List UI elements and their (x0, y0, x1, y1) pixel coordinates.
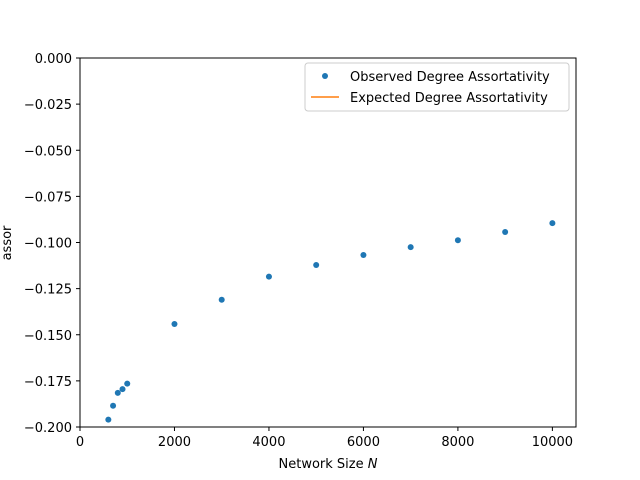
data-point (549, 220, 556, 227)
x-tick-label: 4000 (252, 435, 285, 450)
legend-label-observed: Observed Degree Assortativity (350, 70, 550, 85)
y-tick-label: −0.150 (24, 329, 72, 344)
data-point (360, 252, 367, 259)
data-point (105, 416, 112, 423)
y-tick-label: 0.000 (35, 52, 72, 67)
x-tick-label: 2000 (158, 435, 191, 450)
data-point (454, 237, 461, 244)
data-point (114, 389, 121, 396)
legend: Observed Degree Assortativity Expected D… (304, 62, 570, 112)
x-tick-label: 6000 (347, 435, 380, 450)
y-axis-label: assor (0, 225, 15, 260)
legend-label-expected: Expected Degree Assortativity (350, 91, 548, 106)
x-tick-label: 0 (76, 435, 84, 450)
data-point (265, 273, 272, 280)
y-tick-label: −0.200 (24, 421, 72, 436)
data-point (124, 380, 131, 387)
y-tick-label: −0.075 (24, 190, 72, 205)
x-axis-label-text: Network Size (279, 457, 364, 472)
y-tick-label: −0.050 (24, 144, 72, 159)
x-tick-label: 8000 (441, 435, 474, 450)
y-tick-label: −0.100 (24, 237, 72, 252)
data-point (171, 321, 178, 328)
data-point (502, 228, 509, 235)
data-point (119, 386, 126, 393)
axes: 0 2000 4000 6000 8000 10000 0.000 −0.025 −0.050 −… (24, 52, 577, 450)
data-point (407, 244, 414, 251)
data-point (313, 262, 320, 269)
y-tick-label: −0.025 (24, 98, 72, 113)
plot-area (105, 220, 556, 423)
y-tick-label: −0.125 (24, 283, 72, 298)
legend-marker-observed (322, 73, 328, 79)
data-point (218, 296, 225, 303)
y-tick-label: −0.175 (24, 375, 72, 390)
data-point (110, 402, 117, 409)
x-axis-label-variable: N (368, 457, 378, 472)
x-tick-label: 10000 (532, 435, 573, 450)
x-axis-label: Network Size N (279, 457, 378, 472)
legend-frame (304, 62, 570, 112)
